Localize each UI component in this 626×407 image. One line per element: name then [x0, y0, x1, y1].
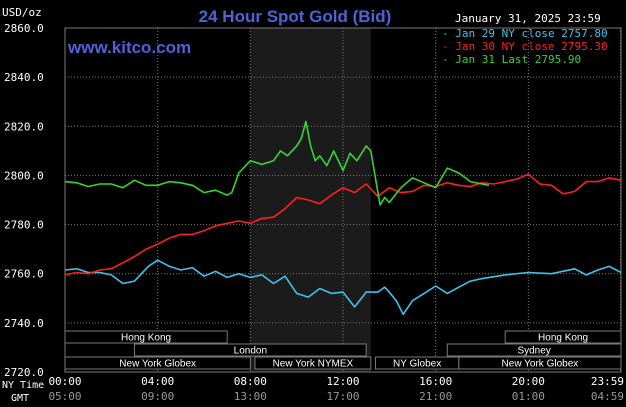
chart-title: 24 Hour Spot Gold (Bid): [199, 7, 392, 26]
session-box: [458, 356, 622, 370]
y-axis-ticks: 2860.0 2840.0 2820.0 2800.0 2780.0 2760.0 2740…: [4, 22, 44, 379]
session-label: New York NYMEX: [273, 359, 354, 370]
legend-entry-jan29: - Jan 29 NY close 2757.80: [442, 27, 608, 40]
series-line-jan31: [64, 120, 490, 206]
session-label: London: [234, 346, 267, 357]
session-box: [254, 356, 372, 370]
grid-layer: [64, 27, 622, 373]
series-line-jan30: [64, 173, 622, 276]
x-tick-label-ny: 00:00: [48, 375, 81, 388]
y-tick-label: 2800.0: [4, 169, 44, 182]
y-tick-label: 2760.0: [4, 268, 44, 281]
y-tick-label: 2840.0: [4, 71, 44, 84]
x-tick-label-ny: 16:00: [419, 375, 452, 388]
x-tick-label-gmt: 05:00: [48, 390, 81, 403]
site-watermark: www.kitco.com: [67, 38, 191, 57]
session-box: [134, 343, 367, 357]
series-lines-layer: [64, 120, 622, 316]
legend-entry-jan30: - Jan 30 NY close 2795.30: [442, 40, 608, 53]
x-tick-label-ny: 12:00: [326, 375, 359, 388]
x-tick-label-ny: 20:00: [512, 375, 545, 388]
session-box: [504, 330, 622, 344]
session-box: [64, 356, 251, 370]
legend: - Jan 29 NY close 2757.80- Jan 30 NY clo…: [442, 27, 608, 66]
legend-entry-jan31: - Jan 31 Last 2795.90: [442, 53, 581, 66]
x-row-label-gmt: GMT: [11, 393, 29, 404]
x-tick-label-gmt: 21:00: [419, 390, 452, 403]
series-line-jan29: [64, 259, 622, 316]
x-row-label-ny: NY Time: [2, 380, 44, 391]
session-box: [446, 343, 622, 357]
x-tick-label-ny: 08:00: [234, 375, 267, 388]
session-label: New York Globex: [119, 359, 196, 370]
x-tick-label-gmt: 09:00: [141, 390, 174, 403]
date-label: January 31, 2025 23:59: [455, 12, 601, 25]
x-tick-label-ny: 04:00: [141, 375, 174, 388]
y-tick-label: 2720.0: [4, 366, 44, 379]
session-label: Hong Kong: [538, 333, 588, 344]
y-tick-label: 2780.0: [4, 219, 44, 232]
session-label: NY Globex: [393, 359, 441, 370]
x-tick-label-gmt: 13:00: [234, 390, 267, 403]
session-label: Hong Kong: [121, 333, 171, 344]
x-tick-label-gmt: 17:00: [326, 390, 359, 403]
session-box: [64, 330, 228, 344]
x-tick-label-gmt: 04:59: [591, 390, 624, 403]
session-label: New York Globex: [502, 359, 579, 370]
y-tick-label: 2860.0: [4, 22, 44, 35]
session-label: Sydney: [517, 346, 550, 357]
x-tick-label-ny: 23:59: [591, 375, 624, 388]
sessions-layer: Hong Kong London New York Globex New York N…: [64, 330, 622, 370]
plot-frame: [64, 27, 622, 373]
x-tick-label-gmt: 01:00: [512, 390, 545, 403]
y-tick-label: 2820.0: [4, 120, 44, 133]
x-axis-ticks: 00:00 05:00 04:00 09:00 08:00 13:00 12:00 17:00…: [48, 375, 624, 403]
y-tick-label: 2740.0: [4, 317, 44, 330]
y-axis-unit: USD/oz: [2, 6, 42, 19]
